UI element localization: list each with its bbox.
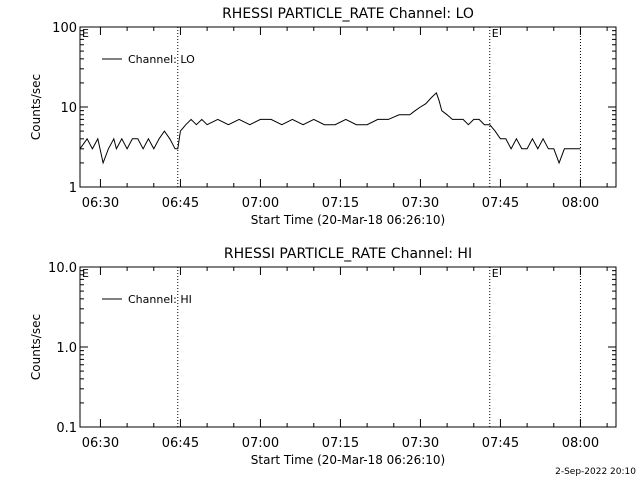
x-tick-label: 08:00 bbox=[562, 436, 599, 451]
y-tick-label: 1 bbox=[69, 181, 77, 196]
data-series-line bbox=[79, 92, 581, 165]
x-axis-label: Start Time (20-Mar-18 06:26:10) bbox=[251, 213, 445, 227]
legend-label: Channel: LO bbox=[128, 53, 195, 66]
x-tick-label: 07:15 bbox=[322, 436, 359, 451]
x-tick-label: 06:45 bbox=[162, 436, 199, 451]
y-axis-label: Counts/sec bbox=[29, 314, 43, 380]
y-tick-label: 0.1 bbox=[56, 421, 77, 436]
chart-title: RHESSI PARTICLE_RATE Channel: LO bbox=[222, 6, 474, 22]
x-tick-label: 08:00 bbox=[562, 196, 599, 211]
y-tick-label: 10.0 bbox=[48, 261, 77, 276]
event-marker-label: E bbox=[82, 267, 89, 280]
plot-frame bbox=[79, 26, 617, 188]
x-tick-label: 07:00 bbox=[242, 196, 279, 211]
x-tick-label: 07:15 bbox=[322, 196, 359, 211]
y-axis-label: Counts/sec bbox=[29, 74, 43, 140]
footer-timestamp: 2-Sep-2022 20:10 bbox=[555, 467, 636, 477]
event-marker-label: E bbox=[492, 27, 499, 40]
x-tick-label: 07:45 bbox=[482, 436, 519, 451]
event-marker-label: E bbox=[492, 267, 499, 280]
x-tick-label: 06:30 bbox=[82, 196, 119, 211]
chart-title: RHESSI PARTICLE_RATE Channel: HI bbox=[224, 246, 472, 262]
chart-panel-hi: RHESSI PARTICLE_RATE Channel: HI Counts/s… bbox=[29, 246, 617, 467]
y-tick-label: 100 bbox=[52, 21, 77, 36]
y-tick-label: 1.0 bbox=[56, 341, 77, 356]
y-tick-label: 10 bbox=[60, 101, 77, 116]
plot-frame bbox=[79, 266, 617, 428]
x-tick-label: 06:30 bbox=[82, 436, 119, 451]
x-tick-label: 07:45 bbox=[482, 196, 519, 211]
x-tick-label: 07:00 bbox=[242, 436, 279, 451]
x-tick-label: 06:45 bbox=[162, 196, 199, 211]
legend-label: Channel: HI bbox=[128, 293, 192, 306]
x-tick-label: 07:30 bbox=[402, 196, 439, 211]
x-axis-label: Start Time (20-Mar-18 06:26:10) bbox=[251, 453, 445, 467]
event-marker-label: E bbox=[82, 27, 89, 40]
chart-panel-lo: RHESSI PARTICLE_RATE Channel: LO Counts/s… bbox=[29, 6, 617, 227]
x-tick-label: 07:30 bbox=[402, 436, 439, 451]
